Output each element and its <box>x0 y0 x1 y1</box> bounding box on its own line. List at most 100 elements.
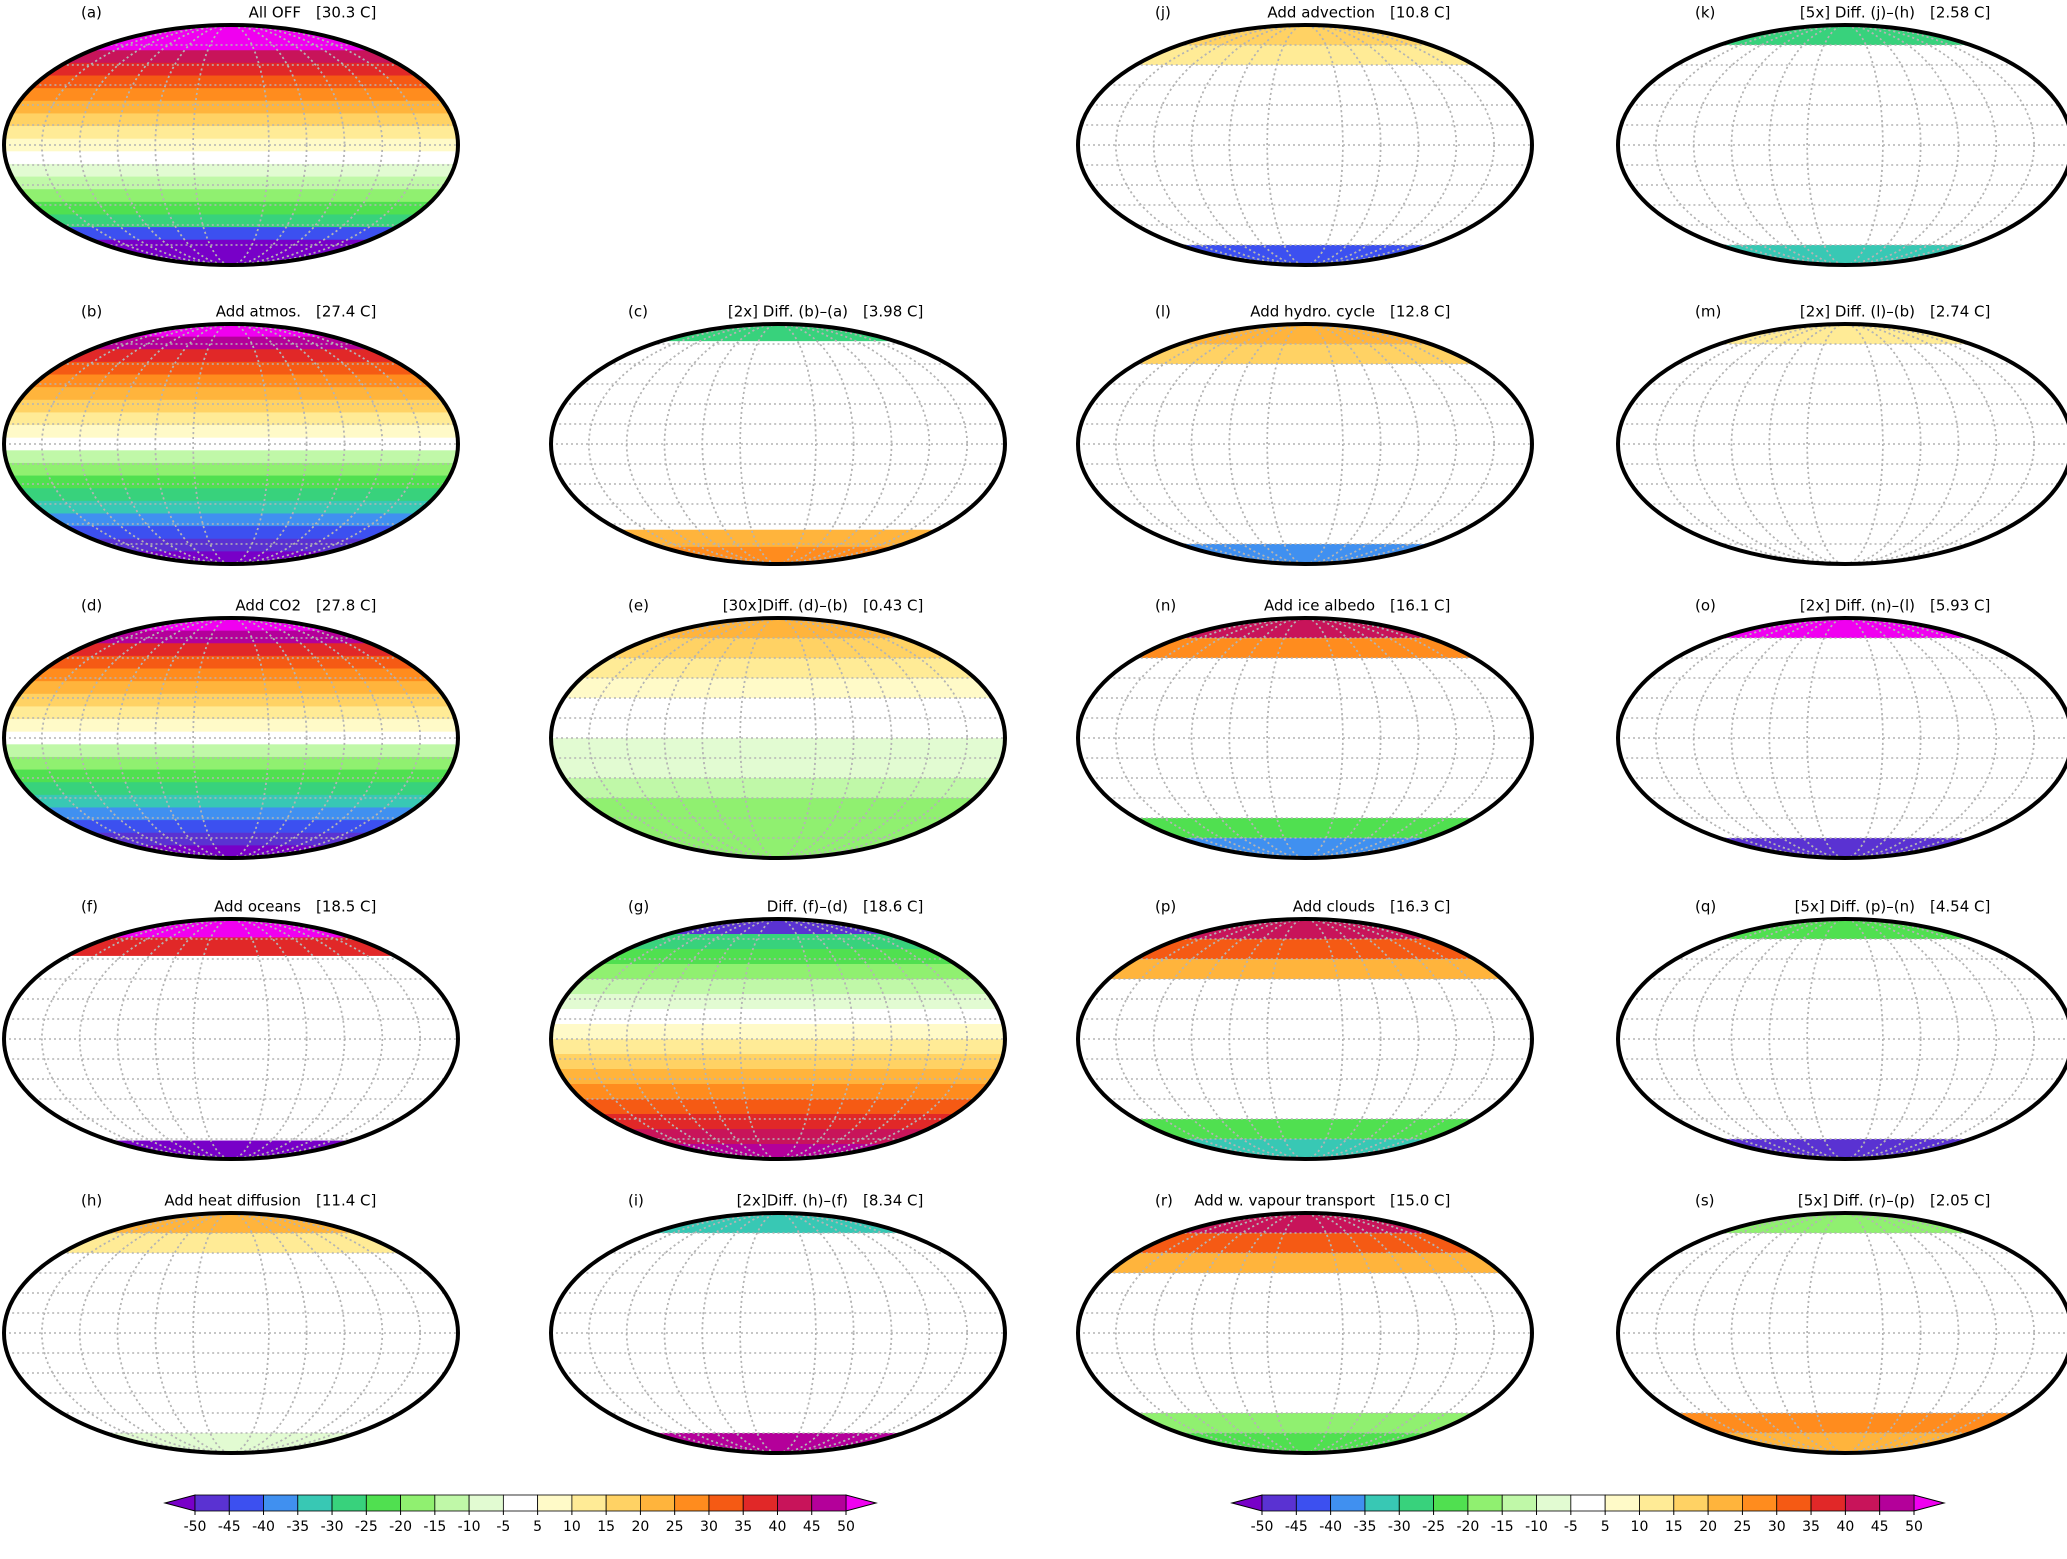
field-band <box>4 744 458 758</box>
map-panel: (b) Add atmos. [27.4 C] <box>2 303 460 566</box>
field-band <box>4 832 458 846</box>
map-panel: (c) [2x] Diff. (b)–(a) [3.98 C] <box>549 303 1007 566</box>
meridian <box>1806 25 1884 265</box>
field-band <box>551 1039 1005 1055</box>
colorbar-swatch <box>1879 1494 1915 1512</box>
panel-label: (r) <box>1155 1192 1173 1210</box>
colorbar-swatch <box>1536 1494 1572 1512</box>
field-band <box>1078 999 1532 1020</box>
field-band <box>4 1273 458 1294</box>
panel-mean: [2.58 C] <box>1930 4 1990 22</box>
field-band <box>1618 404 2067 425</box>
panel-title: Add heat diffusion <box>164 1192 301 1210</box>
field-band <box>1078 324 1532 345</box>
map-frame <box>1616 322 2067 566</box>
field-band <box>4 756 458 771</box>
colorbar-swatch <box>811 1494 847 1512</box>
map-frame <box>2 1211 460 1455</box>
field-band <box>1078 225 1532 246</box>
meridian <box>1266 1213 1344 1453</box>
field-band <box>551 638 1005 659</box>
field-band <box>551 461 1005 479</box>
field-band <box>551 1253 1005 1274</box>
field-band <box>1078 678 1532 699</box>
field-band <box>4 1333 458 1354</box>
map-frame <box>1076 23 1534 267</box>
field-band <box>551 1373 1005 1394</box>
field-band <box>4 526 458 540</box>
colorbar-tick-label: -30 <box>321 1519 344 1535</box>
meridian <box>625 1213 931 1453</box>
field-band <box>551 1099 1005 1115</box>
field-band <box>551 409 1005 428</box>
meridian <box>1806 919 1884 1159</box>
field-band <box>1078 919 1532 940</box>
field-band <box>4 201 458 215</box>
meridian <box>1152 324 1458 564</box>
panel-label: (p) <box>1155 898 1176 916</box>
colorbar-tick-label: -45 <box>218 1519 241 1535</box>
colorbar-swatch <box>1707 1494 1743 1512</box>
field-band <box>1618 738 2067 759</box>
field-band <box>4 1373 458 1394</box>
panel-mean: [12.8 C] <box>1390 303 1450 321</box>
field-band <box>4 227 458 241</box>
field-band <box>1618 544 2067 564</box>
field-band <box>1618 959 2067 980</box>
field-band <box>1618 324 2067 345</box>
field-band <box>4 794 458 808</box>
map-field <box>1618 919 2067 1159</box>
field-band <box>1618 939 2067 960</box>
colorbar: -50 -45 -40 -35 -30 -25 -20 -15 -10 -5 5 10 15 20 25 30… <box>1230 1494 1946 1535</box>
meridian <box>78 919 384 1159</box>
panel-label: (s) <box>1695 1192 1715 1210</box>
colorbar-tick-label: -10 <box>1525 1519 1548 1535</box>
panel-mean: [11.4 C] <box>316 1192 376 1210</box>
field-band <box>1078 85 1532 106</box>
colorbar-swatch <box>777 1494 813 1512</box>
map-panel: (e) [30x]Diff. (d)–(b) [0.43 C] <box>549 597 1007 860</box>
field-band <box>1078 524 1532 545</box>
colorbar-tick-label: -30 <box>1388 1519 1411 1535</box>
field-band <box>1078 205 1532 226</box>
map-field <box>1078 324 1532 564</box>
map-panel: (a) All OFF [30.3 C] <box>2 4 460 267</box>
panel-label: (i) <box>628 1192 644 1210</box>
field-band <box>1618 225 2067 246</box>
panel-mean: [10.8 C] <box>1390 4 1450 22</box>
map-frame <box>2 322 460 566</box>
field-band <box>4 668 458 682</box>
field-band <box>1078 939 1532 960</box>
colorbar-tick-label: 20 <box>1699 1519 1717 1535</box>
field-band <box>1078 344 1532 365</box>
colorbar-tick-label: 25 <box>1734 1519 1752 1535</box>
meridian <box>1152 25 1458 265</box>
field-band <box>1078 145 1532 166</box>
field-band <box>1618 1233 2067 1254</box>
field-band <box>4 693 458 707</box>
meridian <box>78 324 384 564</box>
colorbar-tick-label: 10 <box>1631 1519 1649 1535</box>
meridian <box>192 324 270 564</box>
panel-mean: [0.43 C] <box>863 597 923 615</box>
field-band <box>1618 758 2067 779</box>
colorbar-tick-label: 25 <box>666 1519 684 1535</box>
panel-title: Diff. (f)–(d) <box>767 898 848 916</box>
colorbar-tick-label: -10 <box>458 1519 481 1535</box>
meridian <box>1692 324 1998 564</box>
field-band <box>1618 838 2067 858</box>
field-band <box>1078 404 1532 425</box>
field-band <box>551 1084 1005 1100</box>
field-band <box>4 189 458 203</box>
colorbar-tick-label: 50 <box>837 1519 855 1535</box>
field-band <box>1618 1273 2067 1294</box>
meridian <box>1266 919 1344 1159</box>
field-band <box>1078 838 1532 858</box>
meridian <box>192 1213 270 1453</box>
field-band <box>1618 1333 2067 1354</box>
meridian <box>1152 1213 1458 1453</box>
field-band <box>1078 979 1532 1000</box>
field-band <box>4 1140 458 1159</box>
colorbar-swatch <box>331 1494 367 1512</box>
colorbar-tick-label: -50 <box>1251 1519 1274 1535</box>
